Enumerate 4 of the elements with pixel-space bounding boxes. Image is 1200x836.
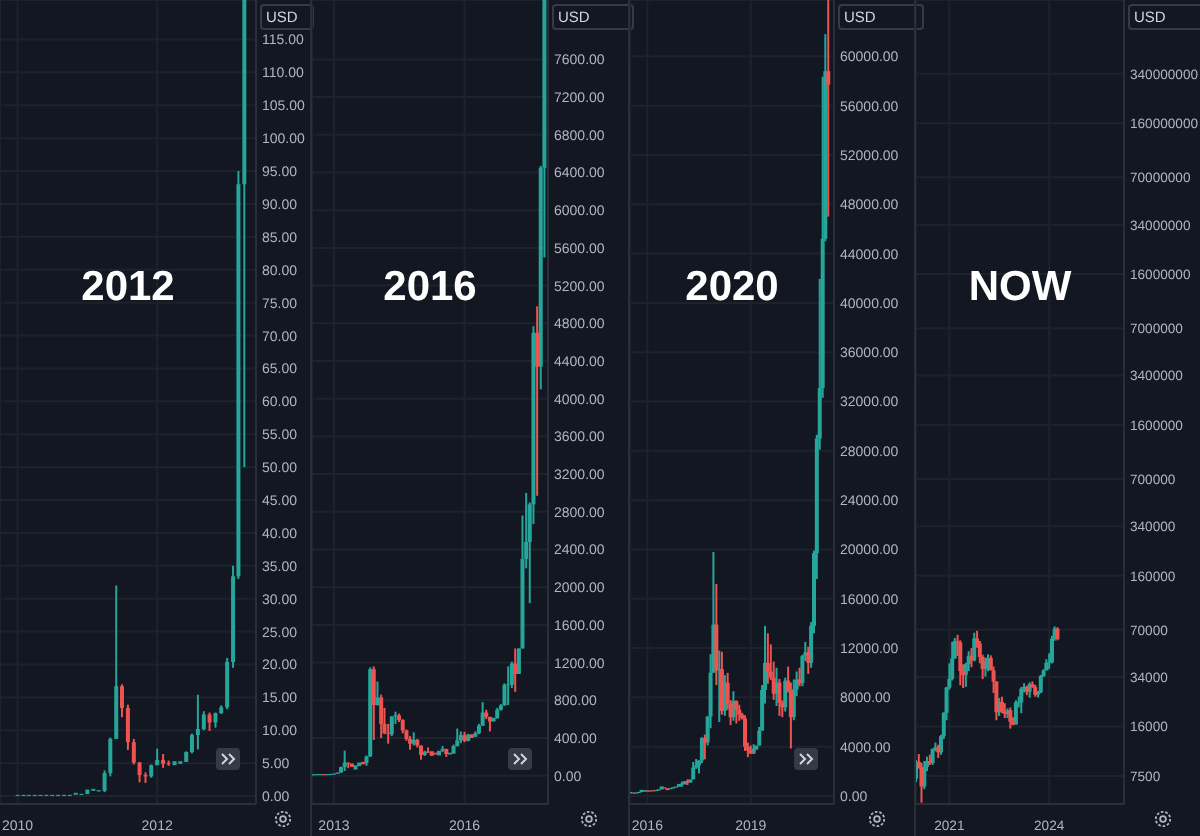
text: 2016: [381, 264, 479, 312]
text: NOW: [966, 264, 1074, 312]
text: 2012: [79, 264, 177, 312]
text: 2020: [683, 264, 781, 312]
